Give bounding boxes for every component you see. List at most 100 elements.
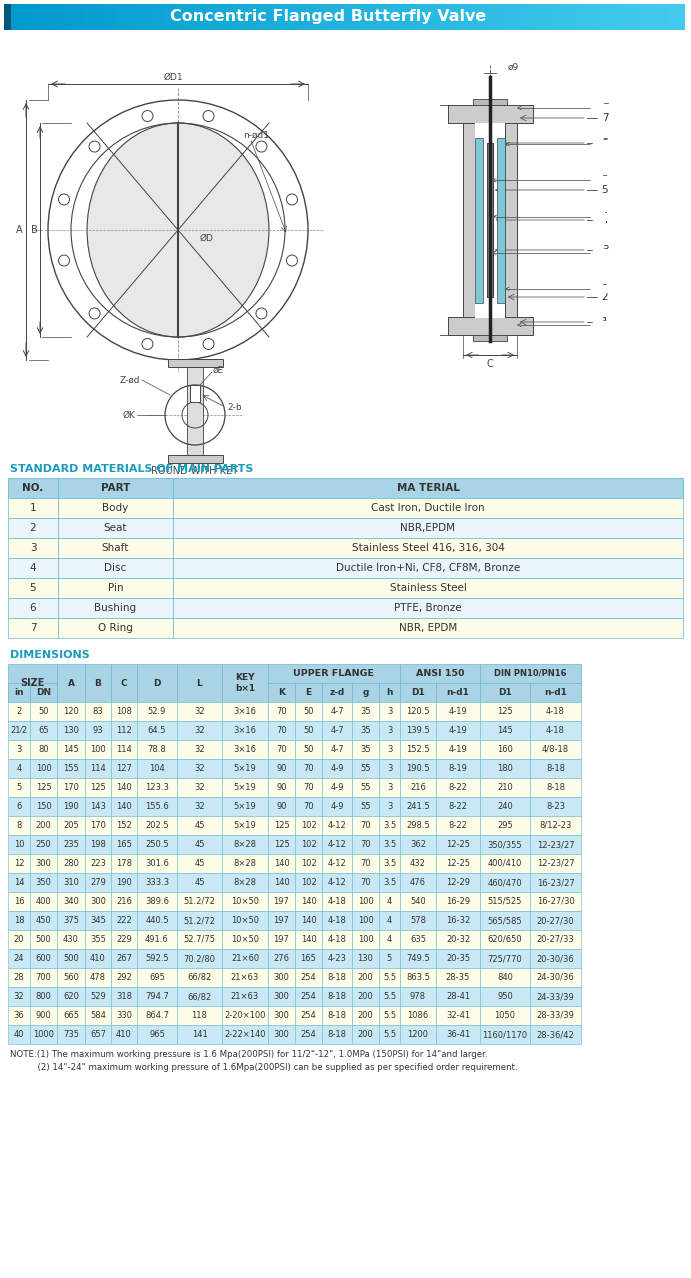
Bar — [85, 930, 111, 950]
Text: 32: 32 — [194, 707, 205, 716]
Bar — [222, 987, 268, 1006]
Text: 2: 2 — [602, 291, 608, 302]
Bar — [352, 759, 379, 778]
Bar — [400, 721, 436, 740]
Bar — [295, 873, 322, 892]
Text: 50: 50 — [303, 745, 314, 754]
Bar — [85, 740, 111, 759]
Text: 12-25: 12-25 — [446, 859, 470, 868]
Text: 3: 3 — [387, 783, 392, 792]
Text: 250: 250 — [36, 840, 51, 849]
Text: 1160/1170: 1160/1170 — [482, 1030, 527, 1039]
Text: 24-33/39: 24-33/39 — [537, 992, 574, 1001]
Bar — [480, 665, 581, 682]
Text: 301.6: 301.6 — [145, 859, 169, 868]
Text: ANSI 150: ANSI 150 — [416, 668, 464, 679]
Bar — [480, 967, 530, 987]
Bar — [530, 950, 581, 967]
Text: 141: 141 — [191, 1030, 207, 1039]
Text: Body: Body — [102, 504, 129, 512]
Text: 229: 229 — [116, 935, 132, 944]
Text: 140: 140 — [301, 897, 316, 906]
Text: 70: 70 — [360, 878, 371, 887]
Bar — [173, 538, 683, 558]
Text: 389.6: 389.6 — [145, 897, 169, 906]
Bar — [30, 1006, 57, 1025]
Bar — [322, 778, 352, 797]
Bar — [530, 911, 581, 930]
Text: 3: 3 — [30, 543, 37, 553]
Bar — [57, 1006, 85, 1025]
Text: 28-33/39: 28-33/39 — [537, 1011, 574, 1020]
Bar — [85, 854, 111, 873]
Bar — [322, 967, 352, 987]
Text: 123.3: 123.3 — [145, 783, 169, 792]
Text: 130: 130 — [63, 726, 79, 735]
Bar — [379, 892, 400, 911]
Text: 197: 197 — [274, 897, 290, 906]
Bar — [530, 854, 581, 873]
Text: 20-27/30: 20-27/30 — [537, 916, 574, 925]
Bar — [173, 478, 683, 498]
Bar — [352, 967, 379, 987]
Bar — [505, 123, 517, 318]
Bar — [400, 778, 436, 797]
Text: NO.: NO. — [22, 483, 44, 493]
Bar — [222, 740, 268, 759]
Bar — [137, 778, 177, 797]
Text: MA TERIAL: MA TERIAL — [397, 483, 460, 493]
Bar — [322, 987, 352, 1006]
Text: 8-18: 8-18 — [546, 783, 565, 792]
Bar — [8, 598, 58, 619]
Bar — [8, 892, 30, 911]
Text: 216: 216 — [116, 897, 132, 906]
Bar — [57, 967, 85, 987]
Text: 4/8-18: 4/8-18 — [542, 745, 569, 754]
Text: SIZE: SIZE — [20, 679, 45, 688]
Text: C: C — [121, 679, 127, 688]
Bar — [30, 930, 57, 950]
Bar — [322, 815, 352, 835]
Text: 102: 102 — [301, 820, 316, 829]
Bar — [436, 892, 480, 911]
Text: 28: 28 — [14, 973, 24, 982]
Text: PTFE, Bronze: PTFE, Bronze — [394, 603, 462, 613]
Text: L: L — [197, 679, 202, 688]
Bar — [352, 911, 379, 930]
Text: 28-41: 28-41 — [446, 992, 470, 1001]
Bar — [222, 892, 268, 911]
Text: 32: 32 — [194, 803, 205, 812]
Text: 145: 145 — [63, 745, 79, 754]
Bar — [480, 1006, 530, 1025]
Text: A: A — [16, 225, 22, 235]
Text: 500: 500 — [36, 935, 51, 944]
Text: 440.5: 440.5 — [145, 916, 169, 925]
Text: 66/82: 66/82 — [187, 992, 211, 1001]
Bar — [85, 1006, 111, 1025]
Bar — [57, 930, 85, 950]
Bar — [222, 815, 268, 835]
Text: 460/470: 460/470 — [488, 878, 522, 887]
Bar — [268, 987, 295, 1006]
Text: 20-35: 20-35 — [446, 953, 470, 964]
Bar — [8, 854, 30, 873]
Text: 108: 108 — [116, 707, 132, 716]
Text: 863.5: 863.5 — [406, 973, 430, 982]
Text: 4-18: 4-18 — [328, 935, 346, 944]
Bar — [400, 854, 436, 873]
Bar — [222, 835, 268, 854]
Bar — [480, 721, 530, 740]
Text: 560: 560 — [63, 973, 79, 982]
Bar — [222, 797, 268, 815]
Text: 45: 45 — [194, 840, 205, 849]
Bar — [352, 930, 379, 950]
Bar — [530, 702, 581, 721]
Bar — [177, 835, 222, 854]
Bar — [177, 1006, 222, 1025]
Text: 665: 665 — [63, 1011, 79, 1020]
Bar — [85, 835, 111, 854]
Bar — [111, 721, 137, 740]
Text: 36-41: 36-41 — [446, 1030, 470, 1039]
Text: ØD1: ØD1 — [163, 73, 183, 82]
Bar — [268, 1025, 295, 1044]
